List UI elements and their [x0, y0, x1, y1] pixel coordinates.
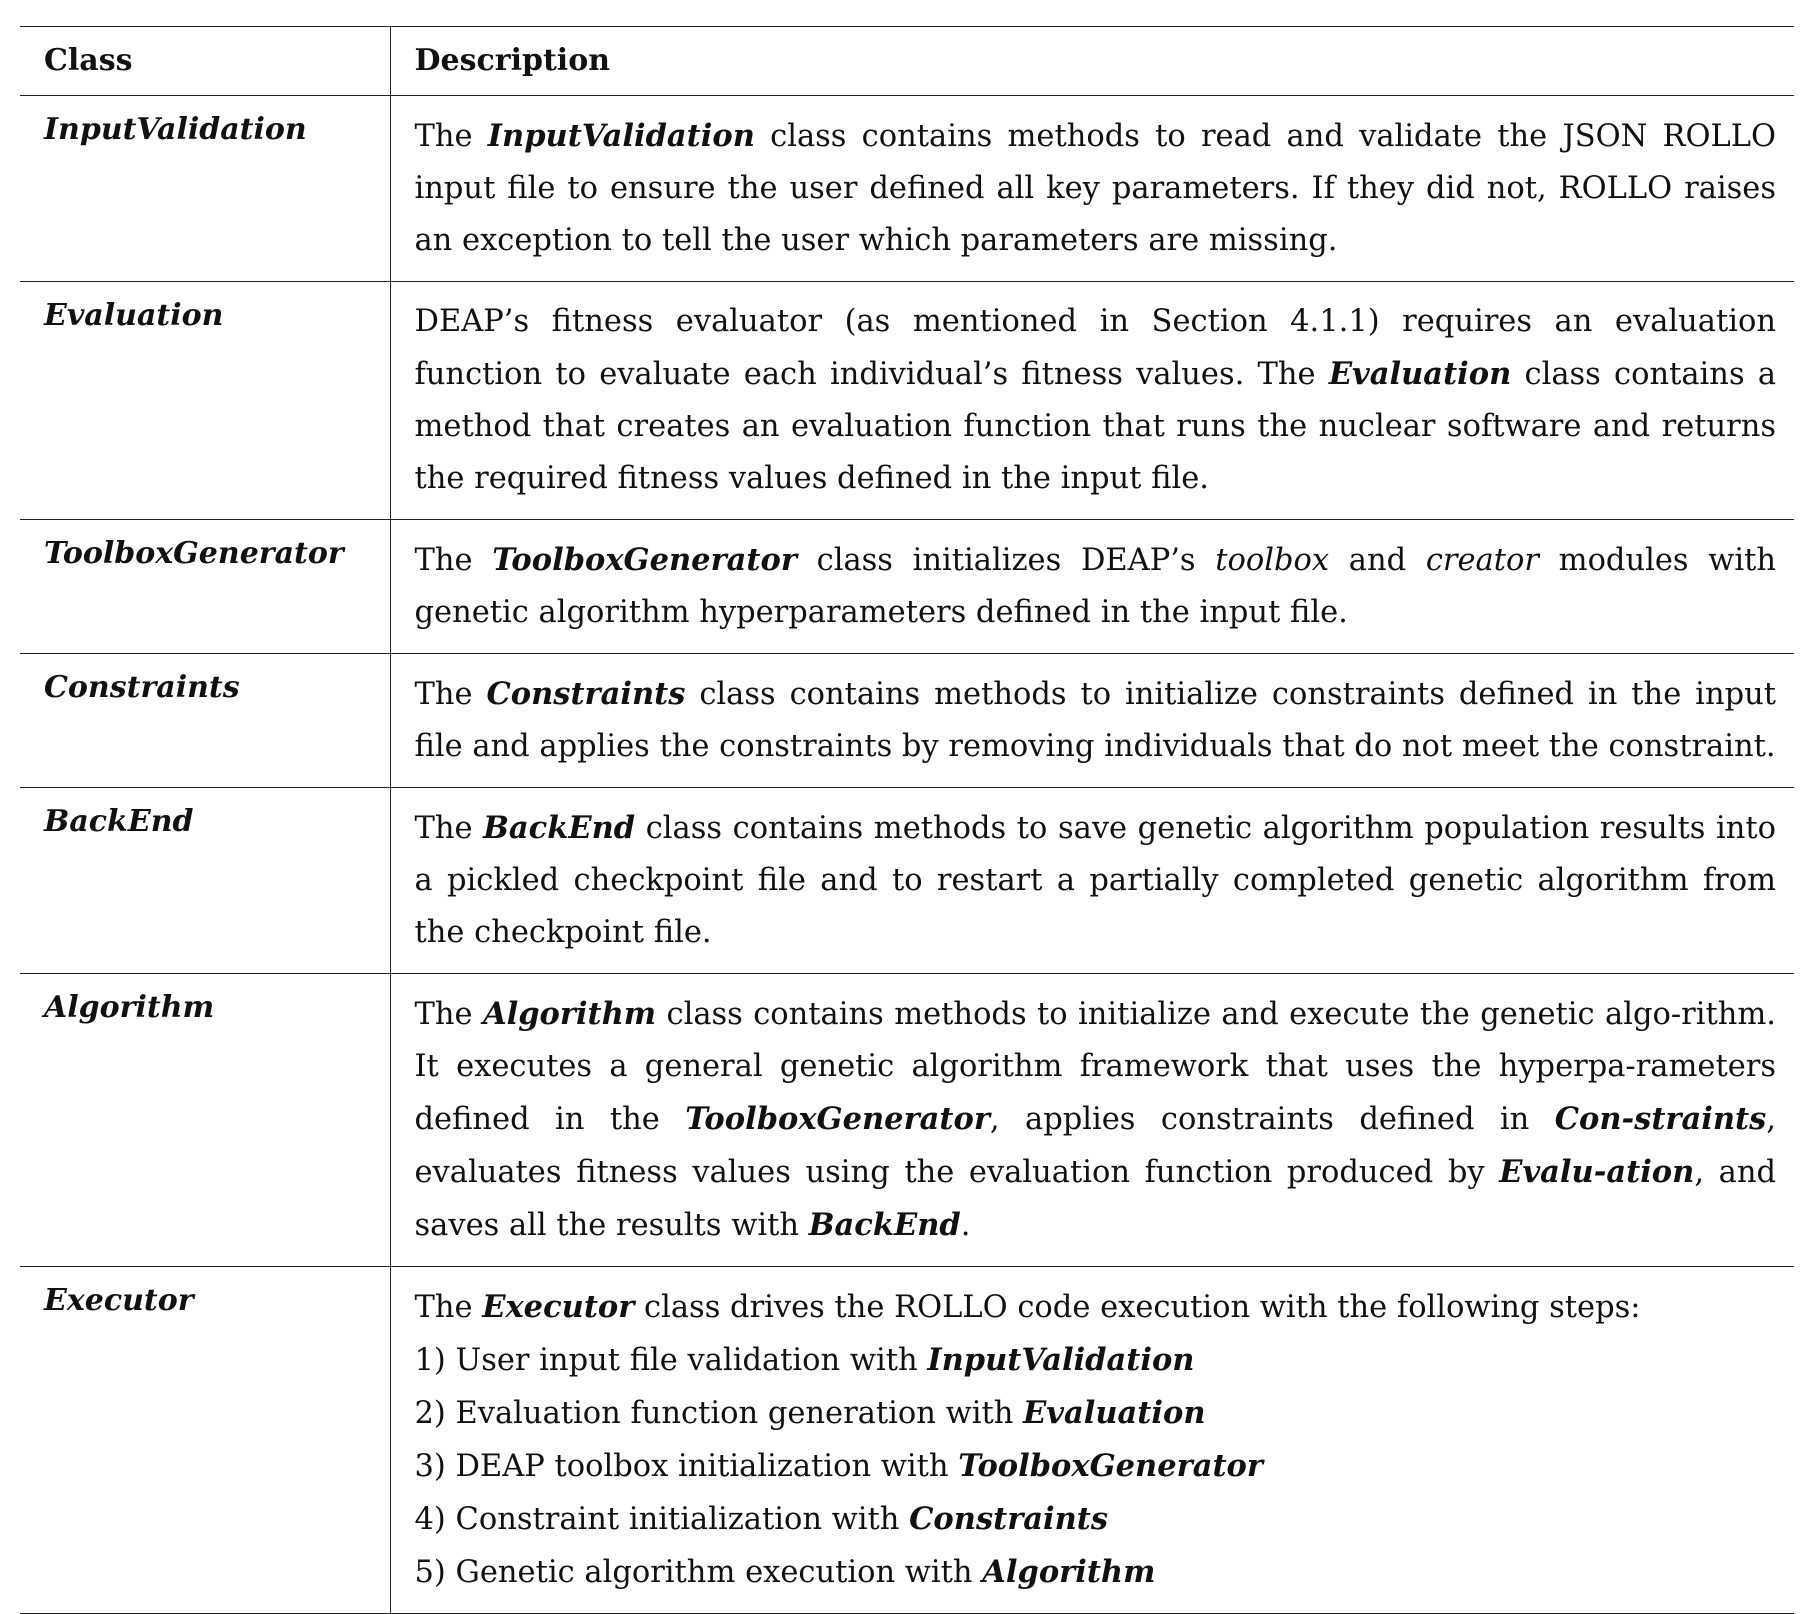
table-row-back-end: BackEnd The BackEnd class contains method… [20, 787, 1794, 974]
table-row-input-validation: InputValidation The InputValidation class… [20, 95, 1794, 282]
text-run: 5) Genetic algorithm execution with [414, 1555, 983, 1590]
description-cell: The Executor class drives the ROLLO code… [390, 1267, 1794, 1614]
text-run: class initializes DEAP’s [796, 543, 1216, 578]
table-row-toolbox-generator: ToolboxGenerator The ToolboxGenerator cla… [20, 519, 1794, 654]
text-run: 4) Constraint initialization with [414, 1502, 910, 1537]
class-reference: InputValidation [927, 1342, 1195, 1378]
class-column-header: Class [20, 26, 391, 96]
text-run: DEAP’s fitness evaluator (as mentioned i… [414, 304, 1777, 392]
text-run: The [414, 1290, 483, 1325]
class-description-table: Class Description InputValidation The Inp… [20, 26, 1794, 1614]
text-run: 1) User input file validation with [414, 1343, 928, 1378]
text-run: and [1329, 543, 1426, 578]
class-reference: Evaluation [1328, 356, 1512, 392]
execution-step: 3) DEAP toolbox initialization with Tool… [415, 1440, 1777, 1493]
class-reference: BackEnd [808, 1207, 961, 1243]
text-run: 3) DEAP toolbox initialization with [414, 1449, 959, 1484]
class-cell: Executor [20, 1266, 391, 1614]
class-name: BackEnd [44, 804, 194, 839]
description-text: The Constraints class contains methods t… [415, 668, 1777, 773]
class-cell: ToolboxGenerator [20, 519, 391, 654]
table-header-row: Class Description [20, 26, 1794, 96]
class-cell: Constraints [20, 653, 391, 788]
class-reference: ToolboxGenerator [685, 1101, 990, 1137]
class-reference: Executor [482, 1289, 635, 1325]
table-row-constraints: Constraints The Constraints class contain… [20, 653, 1794, 788]
description-text: The Executor class drives the ROLLO code… [415, 1281, 1777, 1334]
text-run: . [960, 1208, 971, 1243]
description-cell: The InputValidation class contains metho… [390, 96, 1794, 282]
class-reference: BackEnd [483, 810, 636, 846]
description-column-header: Description [414, 43, 611, 78]
description-cell: DEAP’s fitness evaluator (as mentioned i… [390, 282, 1794, 520]
class-name: Executor [44, 1283, 194, 1318]
text-run: The [414, 811, 484, 846]
class-name: Algorithm [44, 990, 215, 1025]
text-run: , and saves all the results with [414, 1155, 1777, 1243]
text-run: The [414, 119, 488, 154]
text-run: , evaluates fitness values using the eva… [414, 1102, 1776, 1190]
text-run: 2) Evaluation function generation with [414, 1396, 1024, 1431]
text-run: class drives the ROLLO code execution wi… [634, 1290, 1641, 1325]
class-cell: Evaluation [20, 281, 391, 520]
text-run: class contains methods to save genetic a… [414, 811, 1777, 950]
execution-step: 5) Genetic algorithm execution with Algo… [415, 1546, 1777, 1599]
description-text: The ToolboxGenerator class initializes D… [415, 534, 1777, 639]
italic-term: creator [1425, 543, 1539, 578]
description-cell: The BackEnd class contains methods to sa… [390, 788, 1794, 974]
class-reference: ToolboxGenerator [492, 542, 797, 578]
text-run: The [414, 543, 493, 578]
text-run: modules with genetic algorithm hyperpara… [414, 543, 1777, 630]
class-name: ToolboxGenerator [44, 536, 344, 571]
text-run: The [414, 997, 483, 1032]
description-cell: The Constraints class contains methods t… [390, 654, 1794, 788]
class-reference: Con-straints [1554, 1101, 1767, 1137]
table-row-executor: Executor The Executor class drives the RO… [20, 1266, 1794, 1614]
class-name: InputValidation [44, 112, 307, 147]
class-reference: Algorithm [482, 996, 657, 1032]
text-run: class contains methods to initialize and… [414, 997, 1777, 1137]
class-cell: Algorithm [20, 973, 391, 1267]
table-row-evaluation: Evaluation DEAP’s fitness evaluator (as m… [20, 281, 1794, 520]
class-name: Constraints [44, 670, 240, 705]
execution-steps-list: 1) User input file validation with Input… [415, 1334, 1777, 1599]
class-reference: Evaluation [1023, 1395, 1206, 1431]
table-body: InputValidation The InputValidation class… [20, 95, 1794, 1614]
text-run: , applies constraints defined in [989, 1102, 1555, 1137]
italic-term: toolbox [1215, 543, 1330, 578]
execution-step: 1) User input file validation with Input… [415, 1334, 1777, 1387]
execution-step: 4) Constraint initialization with Constr… [415, 1493, 1777, 1546]
class-reference: Evalu-ation [1499, 1154, 1695, 1190]
text-run: The [414, 677, 487, 712]
description-text: The Algorithm class contains methods to … [415, 988, 1777, 1252]
text-run: class contains methods to initialize con… [414, 677, 1777, 764]
description-text: The BackEnd class contains methods to sa… [415, 802, 1777, 959]
text-run: class contains a method that creates an … [414, 357, 1777, 496]
execution-step: 2) Evaluation function generation with E… [415, 1387, 1777, 1440]
class-name: Evaluation [44, 298, 224, 333]
class-reference: ToolboxGenerator [958, 1448, 1263, 1484]
table-row-algorithm: Algorithm The Algorithm class contains me… [20, 973, 1794, 1267]
text-run: class contains methods to read and valid… [414, 119, 1777, 258]
description-text: DEAP’s fitness evaluator (as mentioned i… [415, 296, 1777, 505]
class-cell: BackEnd [20, 787, 391, 974]
description-cell: The Algorithm class contains methods to … [390, 974, 1794, 1267]
class-reference: Constraints [486, 676, 686, 712]
class-cell: InputValidation [20, 95, 391, 282]
description-text: The InputValidation class contains metho… [415, 110, 1777, 267]
class-reference: InputValidation [487, 118, 755, 154]
class-reference: Algorithm [982, 1554, 1156, 1590]
class-reference: Constraints [909, 1501, 1109, 1537]
description-cell: The ToolboxGenerator class initializes D… [390, 520, 1794, 654]
